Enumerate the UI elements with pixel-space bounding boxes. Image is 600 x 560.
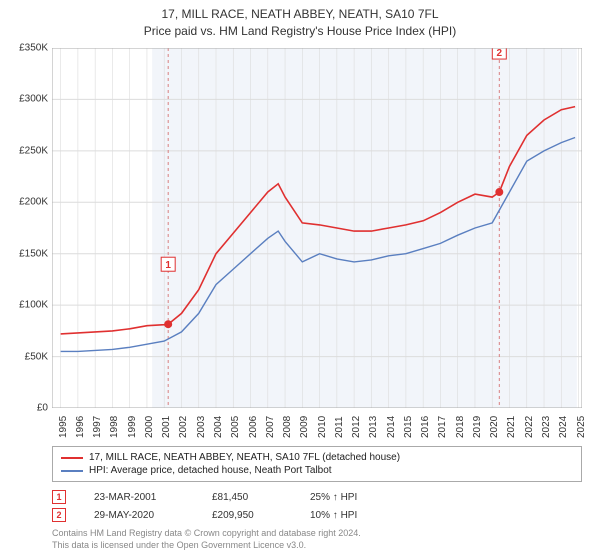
y-tick-label: £200K	[19, 197, 48, 208]
x-tick-label: 2009	[299, 416, 310, 438]
y-tick-label: £150K	[19, 248, 48, 259]
y-tick-label: £100K	[19, 300, 48, 311]
y-tick-label: £250K	[19, 145, 48, 156]
x-tick-label: 2018	[455, 416, 466, 438]
x-tick-label: 2016	[420, 416, 431, 438]
sale-price: £209,950	[212, 510, 282, 521]
sale-date: 23-MAR-2001	[94, 492, 184, 503]
sale-price: £81,450	[212, 492, 282, 503]
x-tick-label: 2000	[144, 416, 155, 438]
line-chart: 12	[52, 48, 582, 408]
y-tick-label: £350K	[19, 43, 48, 54]
x-tick-label: 2010	[317, 416, 328, 438]
legend-swatch	[61, 457, 83, 459]
x-tick-label: 1997	[92, 416, 103, 438]
x-tick-label: 2004	[213, 416, 224, 438]
x-tick-label: 2022	[524, 416, 535, 438]
sale-delta: 25% ↑ HPI	[310, 492, 357, 503]
title-line-1: 17, MILL RACE, NEATH ABBEY, NEATH, SA10 …	[0, 6, 600, 23]
x-tick-label: 2013	[368, 416, 379, 438]
sale-marker-icon: 1	[52, 490, 66, 504]
footer-line-2: This data is licensed under the Open Gov…	[52, 540, 361, 552]
x-tick-label: 2019	[472, 416, 483, 438]
legend-item-price-paid: 17, MILL RACE, NEATH ABBEY, NEATH, SA10 …	[61, 451, 573, 464]
x-tick-label: 2023	[541, 416, 552, 438]
x-tick-label: 2011	[334, 416, 345, 438]
x-tick-label: 2005	[230, 416, 241, 438]
sale-row-1: 1 23-MAR-2001 £81,450 25% ↑ HPI	[52, 488, 357, 506]
svg-text:1: 1	[165, 260, 171, 271]
chart-title-block: 17, MILL RACE, NEATH ABBEY, NEATH, SA10 …	[0, 0, 600, 40]
x-tick-label: 1999	[127, 416, 138, 438]
x-tick-label: 2003	[196, 416, 207, 438]
x-tick-label: 2007	[265, 416, 276, 438]
y-tick-label: £0	[37, 403, 48, 414]
y-tick-label: £300K	[19, 94, 48, 105]
footer-line-1: Contains HM Land Registry data © Crown c…	[52, 528, 361, 540]
title-line-2: Price paid vs. HM Land Registry's House …	[0, 23, 600, 40]
x-tick-label: 1998	[109, 416, 120, 438]
svg-text:2: 2	[497, 48, 503, 59]
x-tick-label: 1996	[75, 416, 86, 438]
legend: 17, MILL RACE, NEATH ABBEY, NEATH, SA10 …	[52, 446, 582, 482]
y-tick-label: £50K	[25, 351, 48, 362]
x-tick-label: 2001	[161, 416, 172, 438]
x-tick-label: 2024	[558, 416, 569, 438]
chart-area: 12 £0£50K£100K£150K£200K£250K£300K£350K …	[52, 48, 582, 408]
sale-marker-icon: 2	[52, 508, 66, 522]
sale-delta: 10% ↑ HPI	[310, 510, 357, 521]
legend-label: HPI: Average price, detached house, Neat…	[89, 465, 332, 476]
x-tick-label: 2021	[506, 416, 517, 438]
x-tick-label: 2017	[437, 416, 448, 438]
x-tick-label: 2015	[403, 416, 414, 438]
x-tick-label: 2012	[351, 416, 362, 438]
footer: Contains HM Land Registry data © Crown c…	[52, 528, 361, 551]
legend-item-hpi: HPI: Average price, detached house, Neat…	[61, 464, 573, 477]
sales-list: 1 23-MAR-2001 £81,450 25% ↑ HPI 2 29-MAY…	[52, 488, 357, 524]
x-tick-label: 2014	[386, 416, 397, 438]
legend-swatch	[61, 470, 83, 472]
sale-date: 29-MAY-2020	[94, 510, 184, 521]
x-tick-label: 2006	[248, 416, 259, 438]
legend-label: 17, MILL RACE, NEATH ABBEY, NEATH, SA10 …	[89, 452, 400, 463]
x-tick-label: 2020	[489, 416, 500, 438]
x-tick-label: 1995	[58, 416, 69, 438]
x-tick-label: 2008	[282, 416, 293, 438]
x-tick-label: 2002	[178, 416, 189, 438]
sale-row-2: 2 29-MAY-2020 £209,950 10% ↑ HPI	[52, 506, 357, 524]
x-tick-label: 2025	[576, 416, 587, 438]
